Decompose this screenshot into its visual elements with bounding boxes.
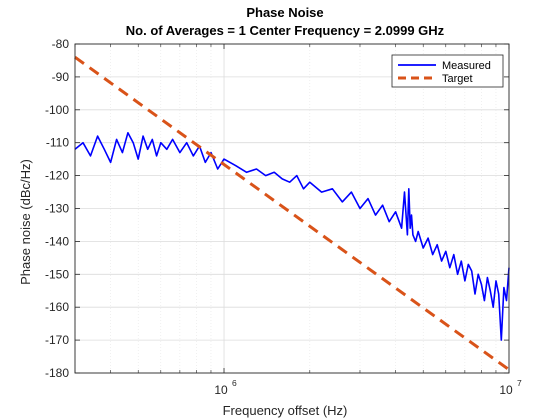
y-tick-label: -100 bbox=[45, 103, 69, 117]
chart-subtitle: No. of Averages = 1 Center Frequency = 2… bbox=[126, 23, 445, 38]
x-tick-label: 10 bbox=[499, 383, 513, 397]
y-tick-label: -90 bbox=[52, 70, 70, 84]
y-tick-label: -160 bbox=[45, 300, 69, 314]
y-tick-label: -110 bbox=[46, 136, 69, 150]
x-tick-label-exponent: 6 bbox=[232, 378, 237, 388]
y-tick-label: -120 bbox=[45, 169, 69, 183]
x-tick-label: 10 bbox=[214, 383, 228, 397]
x-axis-label: Frequency offset (Hz) bbox=[223, 403, 348, 418]
x-tick-label-exponent: 7 bbox=[517, 378, 522, 388]
legend-label-target: Target bbox=[442, 73, 473, 85]
y-axis-label: Phase noise (dBc/Hz) bbox=[18, 159, 33, 285]
y-tick-label: -80 bbox=[52, 37, 70, 51]
y-tick-label: -180 bbox=[45, 366, 69, 380]
legend-label-measured: Measured bbox=[442, 60, 491, 72]
chart-title: Phase Noise bbox=[246, 5, 323, 20]
series-measured-line bbox=[74, 132, 510, 341]
plot-area: -80 -90 -100 -110 -120 -130 -140 -150 -160 -170 -1… bbox=[45, 37, 522, 397]
y-tick-label: -170 bbox=[45, 333, 69, 347]
y-tick-label: -150 bbox=[45, 267, 69, 281]
y-tick-label: -130 bbox=[45, 202, 69, 216]
legend-box bbox=[391, 54, 504, 88]
y-tick-label: -140 bbox=[45, 234, 69, 248]
